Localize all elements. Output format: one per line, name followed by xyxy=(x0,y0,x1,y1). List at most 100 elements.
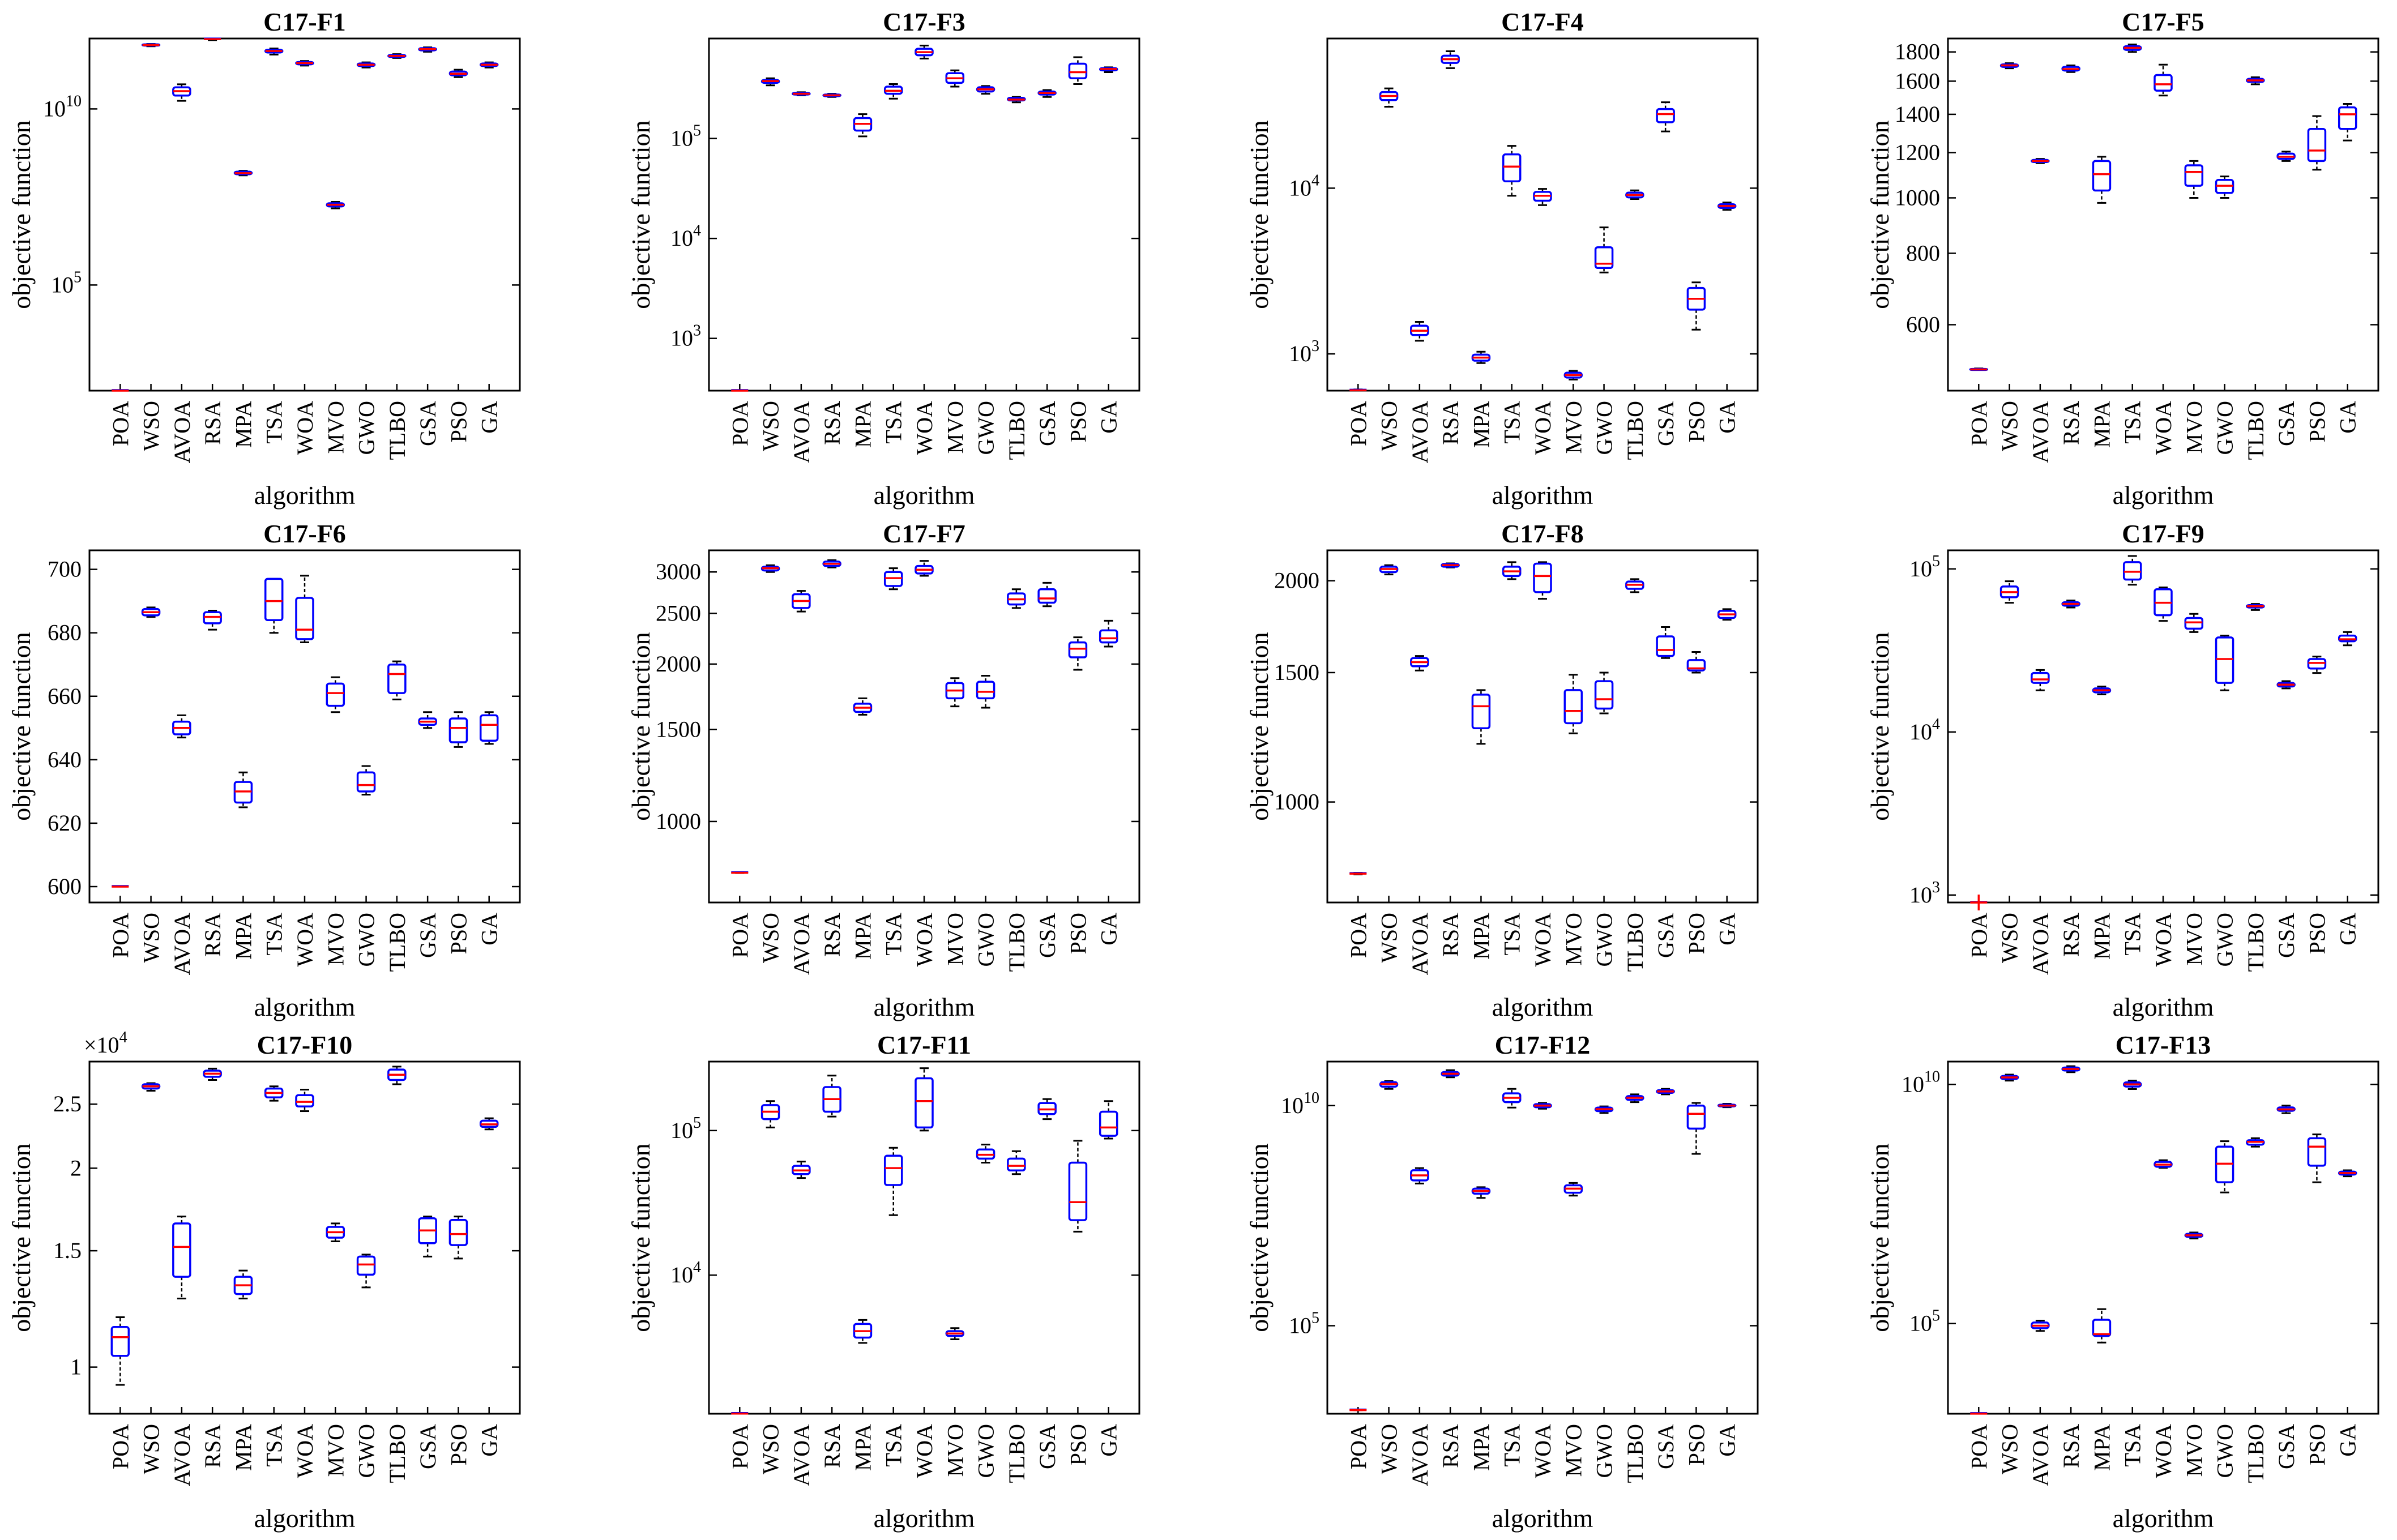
box-PSO xyxy=(2307,1133,2327,1183)
x-tick-label-GSA: GSA xyxy=(415,913,441,958)
x-tick-label-AVOA: AVOA xyxy=(169,1424,195,1487)
y-tick-label: 105 xyxy=(670,122,701,151)
box-body xyxy=(387,663,407,694)
box-GA xyxy=(1099,1100,1118,1140)
x-tick-label-TLBO: TLBO xyxy=(1004,1424,1029,1483)
x-tick-label-MPA: MPA xyxy=(2089,913,2114,960)
box-AVOA xyxy=(1410,1167,1429,1184)
box-GSA xyxy=(2276,151,2296,162)
box-TSA xyxy=(1502,145,1522,197)
x-tick-label-RSA: RSA xyxy=(200,913,225,957)
chart-panel-C17-F11: C17-F11 104 105 objective function POA WSO AVO… xyxy=(626,1030,1140,1533)
x-axis-label: algorithm xyxy=(2113,993,2214,1021)
box-RSA xyxy=(1441,1069,1460,1079)
box-TSA xyxy=(883,567,903,591)
box-TLBO xyxy=(2246,76,2265,85)
box-body xyxy=(356,771,376,793)
x-tick-label-RSA: RSA xyxy=(200,401,225,445)
x-tick-label-TSA: TSA xyxy=(1499,1424,1525,1467)
box-PSO xyxy=(1068,1140,1088,1233)
y-tick-label: 2.5 xyxy=(53,1091,82,1116)
chart-title: C17-F11 xyxy=(877,1030,971,1059)
x-tick-label-MPA: MPA xyxy=(850,913,875,960)
x-tick-label-POA: POA xyxy=(108,401,133,446)
box-POA xyxy=(1349,872,1367,875)
x-tick-label-TSA: TSA xyxy=(2120,401,2146,444)
box-PSO xyxy=(1686,281,1706,331)
box-MVO xyxy=(945,69,965,88)
box-RSA xyxy=(2061,64,2080,73)
box-WSO xyxy=(1999,580,2019,604)
x-tick-label-AVOA: AVOA xyxy=(2028,401,2053,464)
y-tick-label: 3000 xyxy=(656,559,701,584)
x-tick-label-WSO: WSO xyxy=(139,401,164,451)
box-RSA xyxy=(2061,1065,2080,1073)
x-tick-label-AVOA: AVOA xyxy=(789,1424,814,1487)
x-tick-label-POA: POA xyxy=(1345,1424,1371,1469)
box-body xyxy=(326,682,345,707)
x-tick-label-WOA: WOA xyxy=(1530,913,1556,967)
box-POA xyxy=(112,885,129,888)
y-axis-label: objective function xyxy=(1245,120,1274,309)
box-MPA xyxy=(1471,689,1491,745)
box-body xyxy=(2092,160,2112,192)
chart-title: C17-F8 xyxy=(1501,519,1584,548)
box-GSA xyxy=(1656,101,1675,132)
box-TSA xyxy=(2122,44,2142,53)
x-tick-label-POA: POA xyxy=(1345,913,1371,958)
x-tick-label-TLBO: TLBO xyxy=(1622,1424,1648,1483)
box-TSA xyxy=(883,83,903,100)
x-tick-label-WSO: WSO xyxy=(758,913,784,963)
y-tick-label: 105 xyxy=(1909,1307,1940,1336)
box-body xyxy=(1099,629,1118,644)
box-TLBO xyxy=(387,1066,407,1085)
x-tick-label-GWO: GWO xyxy=(354,913,379,967)
x-tick-label-WOA: WOA xyxy=(2151,913,2176,967)
box-TSA xyxy=(264,48,284,55)
box-MPA xyxy=(2092,686,2112,695)
x-tick-label-MPA: MPA xyxy=(850,1424,875,1471)
x-axis-label: algorithm xyxy=(254,993,356,1021)
x-tick-label-AVOA: AVOA xyxy=(2028,913,2053,976)
x-tick-label-MPA: MPA xyxy=(2089,401,2114,448)
box-MVO xyxy=(2184,613,2204,633)
x-tick-label-AVOA: AVOA xyxy=(169,401,195,464)
box-GWO xyxy=(356,61,376,69)
box-MVO xyxy=(1563,1182,1583,1197)
x-tick-label-GWO: GWO xyxy=(354,401,379,455)
box-MVO xyxy=(1563,674,1583,734)
box-GSA xyxy=(2276,1105,2296,1114)
box-body xyxy=(1007,1157,1026,1172)
box-WOA xyxy=(1533,1102,1552,1110)
x-tick-label-POA: POA xyxy=(727,913,753,958)
chart-title: C17-F7 xyxy=(883,519,965,548)
y-tick-label: 600 xyxy=(1906,311,1940,337)
box-TLBO xyxy=(2246,1137,2265,1148)
box-body xyxy=(356,1255,376,1276)
x-axis-label: algorithm xyxy=(874,1504,975,1533)
x-tick-label-TSA: TSA xyxy=(881,913,907,956)
box-RSA xyxy=(204,37,221,41)
box-body xyxy=(1656,635,1675,657)
x-tick-label-TLBO: TLBO xyxy=(384,401,410,460)
x-tick-label-PSO: PSO xyxy=(2304,401,2330,442)
box-GSA xyxy=(1037,581,1057,608)
x-tick-label-TSA: TSA xyxy=(1499,913,1525,956)
box-body xyxy=(264,578,284,622)
box-WSO xyxy=(760,77,780,87)
chart-title: C17-F10 xyxy=(257,1030,353,1059)
box-RSA xyxy=(203,609,222,631)
x-axis-label: algorithm xyxy=(2113,1504,2214,1533)
x-tick-label-RSA: RSA xyxy=(2058,913,2084,957)
box-WSO xyxy=(1379,87,1399,108)
chart-panel-C17-F4: C17-F4 103 104 objective function POA WSO AVOA… xyxy=(1245,7,1759,510)
box-TLBO xyxy=(1007,1150,1026,1175)
box-body xyxy=(2184,164,2204,187)
x-tick-label-MVO: MVO xyxy=(323,401,348,454)
box-WSO xyxy=(1999,62,2019,70)
y-tick-label: 2500 xyxy=(656,600,701,626)
x-tick-label-RSA: RSA xyxy=(819,913,845,957)
box-AVOA xyxy=(2031,1320,2050,1332)
